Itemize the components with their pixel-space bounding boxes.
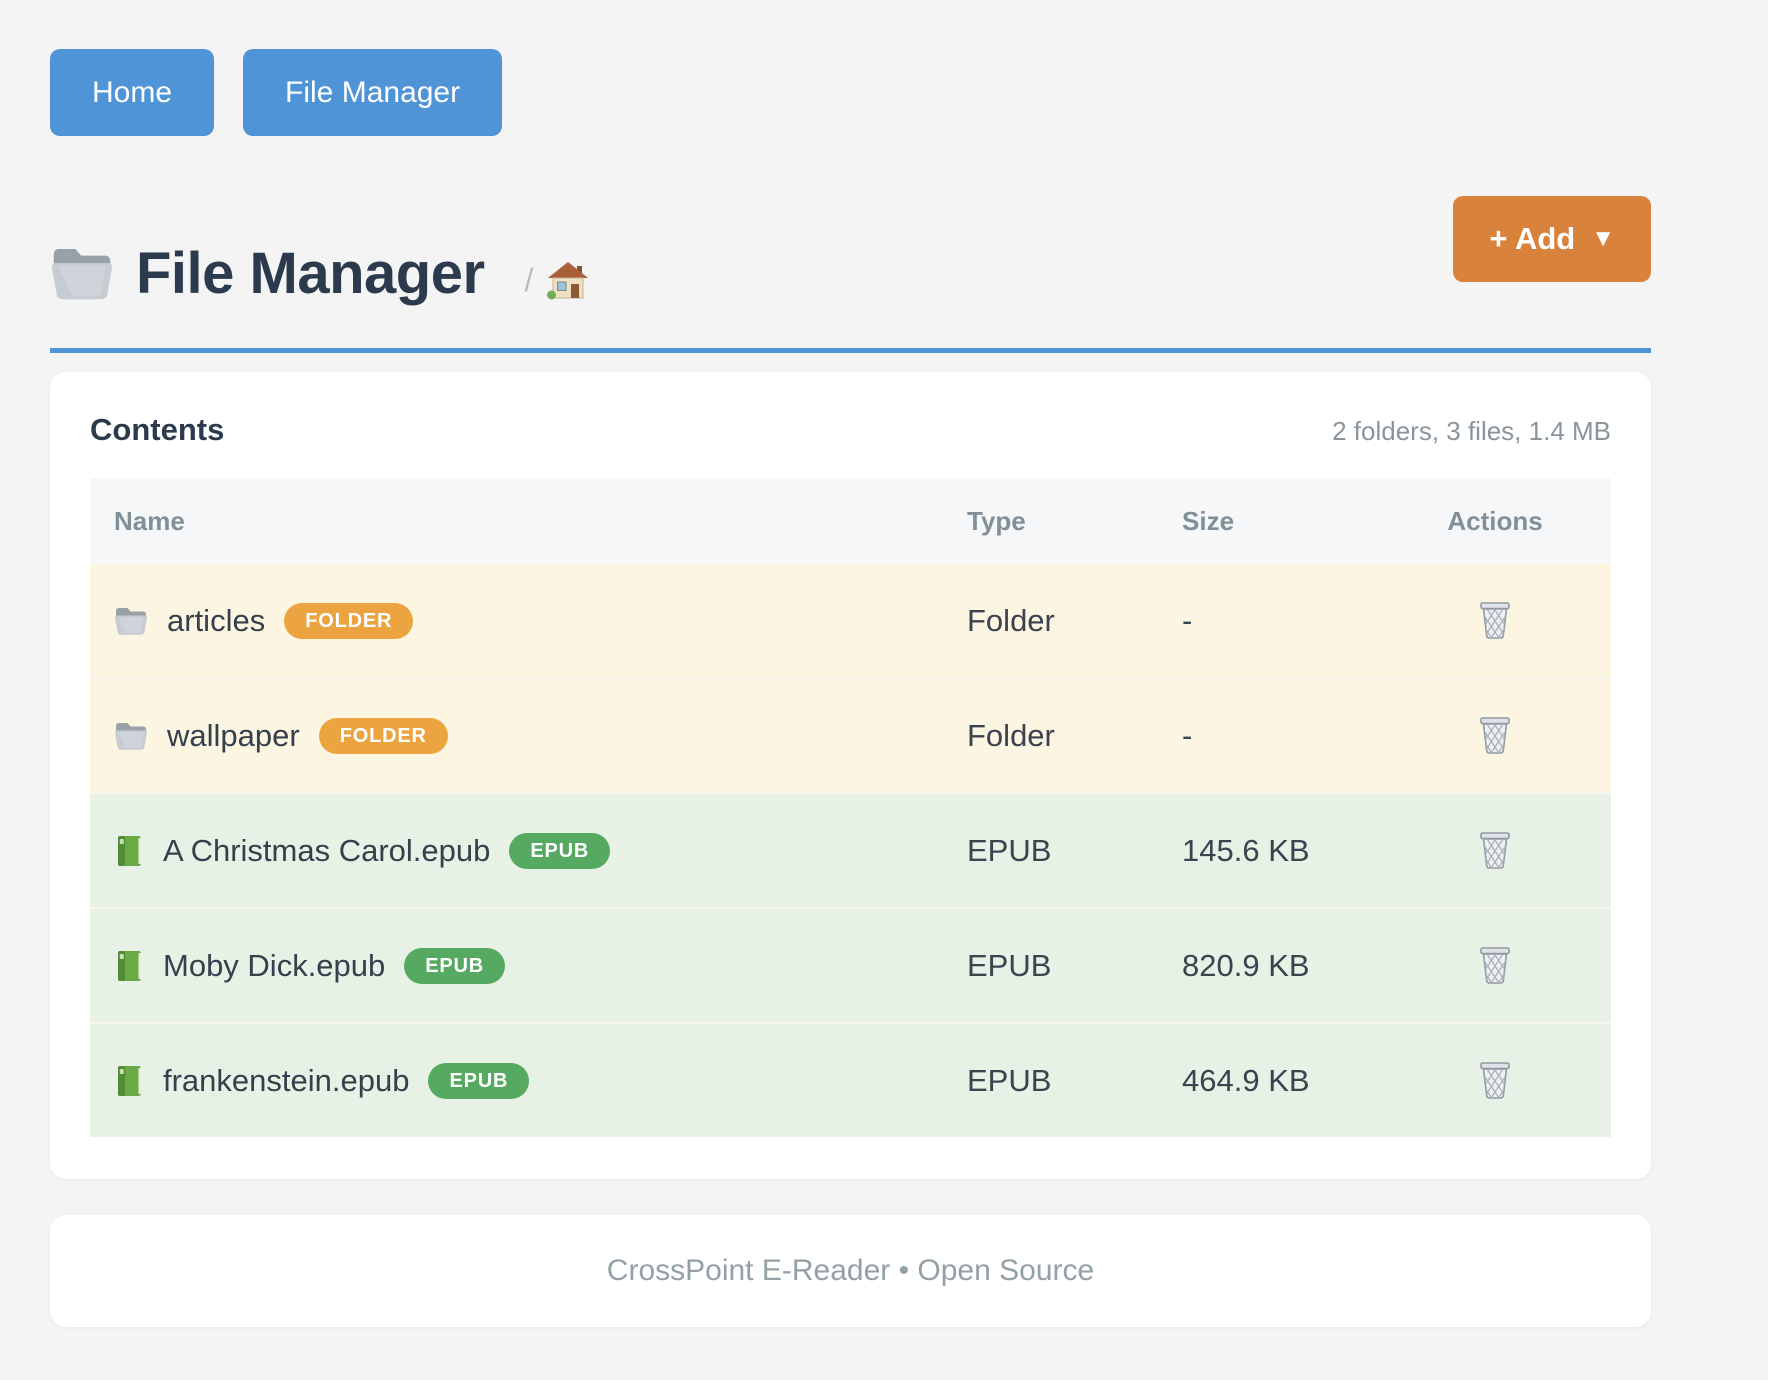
- trash-icon: [1477, 600, 1513, 640]
- delete-button[interactable]: [1473, 1056, 1517, 1104]
- contents-card: Contents 2 folders, 3 files, 1.4 MB Name…: [50, 372, 1651, 1179]
- actions-cell: [1379, 711, 1611, 760]
- trash-icon: [1477, 715, 1513, 755]
- file-type: EPUB: [967, 1062, 1052, 1098]
- file-name[interactable]: Moby Dick.epub: [163, 947, 386, 983]
- folder-icon: [50, 245, 114, 302]
- footer-text: CrossPoint E-Reader • Open Source: [606, 1254, 1095, 1287]
- file-name-cell: wallpaper FOLDER: [90, 717, 947, 754]
- delete-button[interactable]: [1473, 711, 1517, 759]
- file-size: 464.9 KB: [1182, 1062, 1310, 1098]
- delete-button[interactable]: [1473, 826, 1517, 874]
- top-nav: Home File Manager: [50, 49, 1651, 136]
- file-size: 145.6 KB: [1182, 832, 1310, 868]
- type-badge: FOLDER: [284, 602, 414, 639]
- table-header-row: Name Type Size Actions: [90, 478, 1611, 564]
- table-row[interactable]: A Christmas Carol.epub EPUB EPUB 145.6 K…: [90, 792, 1611, 907]
- folder-icon: [114, 721, 148, 751]
- file-type: Folder: [967, 602, 1055, 638]
- type-badge: EPUB: [404, 947, 506, 984]
- actions-cell: [1379, 1056, 1611, 1105]
- table-row[interactable]: wallpaper FOLDER Folder -: [90, 677, 1611, 792]
- footer: CrossPoint E-Reader • Open Source: [50, 1215, 1651, 1327]
- file-name[interactable]: articles: [167, 602, 266, 638]
- actions-cell: [1379, 941, 1611, 990]
- file-type: EPUB: [967, 832, 1052, 868]
- column-header-actions: Actions: [1447, 505, 1543, 536]
- file-table: Name Type Size Actions: [90, 478, 1611, 1137]
- file-size: -: [1182, 602, 1193, 638]
- house-icon[interactable]: [547, 261, 589, 301]
- contents-summary: 2 folders, 3 files, 1.4 MB: [1332, 416, 1611, 446]
- breadcrumb: /: [525, 261, 590, 301]
- folder-icon: [114, 606, 148, 636]
- column-header-type: Type: [967, 505, 1026, 536]
- card-title: Contents: [90, 412, 225, 447]
- page-header: File Manager / + Add ▼: [50, 196, 1651, 322]
- book-icon: [114, 950, 144, 982]
- table-row[interactable]: Moby Dick.epub EPUB EPUB 820.9 KB: [90, 907, 1611, 1022]
- delete-button[interactable]: [1473, 941, 1517, 989]
- chevron-down-icon: ▼: [1591, 225, 1615, 252]
- page-container: Home File Manager File Manager /: [50, 0, 1651, 1327]
- file-name-cell: A Christmas Carol.epub EPUB: [90, 832, 947, 869]
- file-size: 820.9 KB: [1182, 947, 1310, 983]
- title-wrap: File Manager /: [50, 240, 589, 307]
- type-badge: EPUB: [509, 832, 611, 869]
- file-name-cell: frankenstein.epub EPUB: [90, 1062, 947, 1099]
- card-header: Contents 2 folders, 3 files, 1.4 MB: [90, 412, 1611, 448]
- table-body: articles FOLDER Folder -: [90, 564, 1611, 1137]
- nav-button-home[interactable]: Home: [50, 49, 215, 136]
- column-header-size: Size: [1182, 505, 1235, 536]
- trash-icon: [1477, 830, 1513, 870]
- column-header-name: Name: [114, 505, 185, 536]
- file-type: EPUB: [967, 947, 1052, 983]
- table-row[interactable]: articles FOLDER Folder -: [90, 564, 1611, 677]
- type-badge: FOLDER: [318, 717, 448, 754]
- add-button[interactable]: + Add ▼: [1453, 196, 1651, 282]
- actions-cell: [1379, 596, 1611, 645]
- file-name[interactable]: frankenstein.epub: [163, 1062, 410, 1098]
- table-row[interactable]: frankenstein.epub EPUB EPUB 464.9 KB: [90, 1022, 1611, 1137]
- book-icon: [114, 835, 144, 867]
- delete-button[interactable]: [1473, 596, 1517, 644]
- nav-button-file-manager[interactable]: File Manager: [243, 49, 503, 136]
- add-button-label: + Add: [1489, 221, 1576, 256]
- file-name-cell: Moby Dick.epub EPUB: [90, 947, 947, 984]
- file-name-cell: articles FOLDER: [90, 602, 947, 639]
- file-name[interactable]: A Christmas Carol.epub: [163, 832, 491, 868]
- actions-cell: [1379, 826, 1611, 875]
- file-type: Folder: [967, 717, 1055, 753]
- trash-icon: [1477, 945, 1513, 985]
- breadcrumb-separator: /: [524, 262, 534, 298]
- title-divider: [50, 348, 1651, 353]
- type-badge: EPUB: [428, 1062, 530, 1099]
- book-icon: [114, 1065, 144, 1097]
- page-title: File Manager: [136, 241, 485, 306]
- file-name[interactable]: wallpaper: [167, 717, 300, 753]
- file-size: -: [1182, 717, 1193, 753]
- trash-icon: [1477, 1060, 1513, 1100]
